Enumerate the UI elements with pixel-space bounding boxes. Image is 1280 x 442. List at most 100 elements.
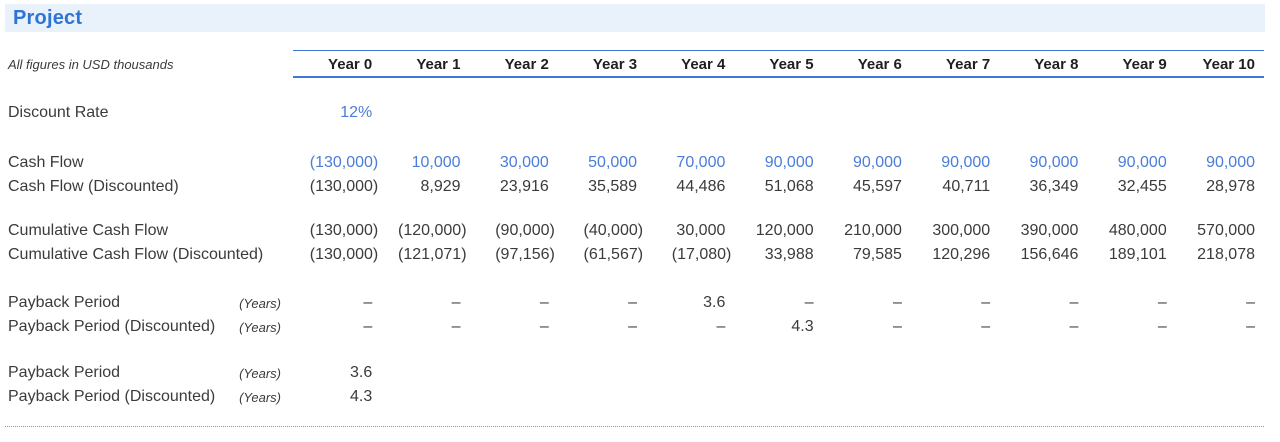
value-cell xyxy=(558,385,646,409)
value-cell: 28,978 xyxy=(1206,178,1255,195)
row-unit: (Years) xyxy=(239,295,281,311)
value-cell: 90,000 xyxy=(764,154,814,171)
value-cell: – xyxy=(451,294,461,311)
value-cell xyxy=(381,361,469,385)
value-cell: 570,000 xyxy=(1197,222,1255,239)
row-group: Cumulative Cash Flow (130,000) (120,000) (9… xyxy=(8,219,1264,267)
column-header: Year 5 xyxy=(734,50,823,78)
value-cell: – xyxy=(1246,294,1255,311)
value-cell: – xyxy=(893,318,902,335)
value-cell xyxy=(1176,361,1264,385)
value-cell xyxy=(999,385,1087,409)
value-cell: 51,068 xyxy=(764,178,814,195)
value-cell: 70,000 xyxy=(676,154,726,171)
value-cell xyxy=(734,101,822,125)
page-title: Project xyxy=(13,6,83,29)
value-cell: 36,349 xyxy=(1029,178,1079,195)
header-row: All figures in USD thousands Year 0 Year … xyxy=(8,50,1264,78)
value-cell: 390,000 xyxy=(1020,222,1079,239)
value-cell: (130,000) xyxy=(309,246,379,263)
value-cell: 480,000 xyxy=(1108,222,1167,239)
value-cell: – xyxy=(451,318,461,335)
value-cell xyxy=(1087,361,1175,385)
value-cell xyxy=(470,101,558,125)
value-cell: 30,000 xyxy=(499,154,549,171)
value-cell: 210,000 xyxy=(844,222,902,239)
bottom-divider xyxy=(5,426,1264,427)
row-label: Cash Flow (Discounted) xyxy=(8,175,293,199)
row-label: Payback Period (Discounted) (Years) xyxy=(8,315,293,339)
value-cell xyxy=(734,385,822,409)
row-unit: (Years) xyxy=(239,389,281,405)
row-label-text: Payback Period xyxy=(8,294,121,311)
column-header: Year 10 xyxy=(1175,50,1264,78)
value-cell: (97,156) xyxy=(495,246,555,263)
value-cell xyxy=(823,361,911,385)
column-header: Year 4 xyxy=(646,50,735,78)
row-label: Cumulative Cash Flow xyxy=(8,219,293,243)
value-cell: 3.6 xyxy=(350,364,373,381)
row-group: Payback Period (Years) 3.6 Payback Period (… xyxy=(8,361,1264,409)
value-cell: 35,589 xyxy=(588,178,638,195)
value-cell xyxy=(646,361,734,385)
value-cell: (130,000) xyxy=(309,154,379,171)
value-cell xyxy=(646,101,734,125)
value-cell: 300,000 xyxy=(932,222,991,239)
row-label: Payback Period (Discounted) (Years) xyxy=(8,385,293,409)
value-cell: 12% xyxy=(340,104,373,121)
value-cell: (130,000) xyxy=(309,178,379,195)
value-cell: (90,000) xyxy=(495,222,555,239)
value-cell xyxy=(646,385,734,409)
value-cell: 90,000 xyxy=(1117,154,1167,171)
title-bar: Project xyxy=(5,4,1265,32)
value-cell: 45,597 xyxy=(852,178,902,195)
value-cell: 189,101 xyxy=(1108,246,1167,263)
value-cell: (40,000) xyxy=(583,222,644,239)
row-unit: (Years) xyxy=(239,319,281,335)
column-header: Year 1 xyxy=(381,50,470,78)
value-cell: (121,071) xyxy=(398,246,467,263)
value-cell: 90,000 xyxy=(1206,154,1255,171)
value-cell xyxy=(1176,101,1264,125)
value-cell xyxy=(911,385,999,409)
row-label-text: Cumulative Cash Flow (Discounted) xyxy=(8,246,264,263)
row-label: Cumulative Cash Flow (Discounted) xyxy=(8,243,293,267)
value-cell: 8,929 xyxy=(420,178,461,195)
value-cell xyxy=(470,385,558,409)
value-cell: – xyxy=(981,294,991,311)
value-cell: – xyxy=(363,294,373,311)
value-cell: – xyxy=(363,318,373,335)
value-cell: 4.3 xyxy=(350,388,373,405)
value-cell xyxy=(999,361,1087,385)
value-cell: – xyxy=(628,294,638,311)
value-cell xyxy=(911,361,999,385)
value-cell: 120,296 xyxy=(932,246,991,263)
value-cell: 90,000 xyxy=(1029,154,1079,171)
value-cell: 3.6 xyxy=(703,294,726,311)
value-cell xyxy=(381,385,469,409)
value-cell xyxy=(381,101,469,125)
value-cell xyxy=(911,101,999,125)
column-header: Year 8 xyxy=(999,50,1088,78)
value-cell: 10,000 xyxy=(411,154,461,171)
value-cell: 23,916 xyxy=(499,178,549,195)
column-header: Year 0 xyxy=(293,50,382,78)
value-cell: 4.3 xyxy=(791,318,814,335)
row-label-text: Cash Flow xyxy=(8,154,84,171)
value-cell: – xyxy=(1246,318,1255,335)
row-label-text: Payback Period (Discounted) xyxy=(8,388,216,405)
row-label-text: Discount Rate xyxy=(8,104,109,121)
value-cell: – xyxy=(716,318,726,335)
value-cell: 218,078 xyxy=(1197,246,1255,263)
value-cell: (130,000) xyxy=(309,222,379,239)
value-cell xyxy=(823,101,911,125)
row-label: Payback Period (Years) xyxy=(8,291,293,315)
row-label-text: Cumulative Cash Flow xyxy=(8,222,169,239)
row-label: Discount Rate xyxy=(8,101,293,125)
row-label-text: Payback Period (Discounted) xyxy=(8,318,216,335)
value-cell: 44,486 xyxy=(676,178,726,195)
value-cell: 120,000 xyxy=(755,222,814,239)
value-cell: – xyxy=(1069,318,1079,335)
value-cell: – xyxy=(1157,318,1167,335)
